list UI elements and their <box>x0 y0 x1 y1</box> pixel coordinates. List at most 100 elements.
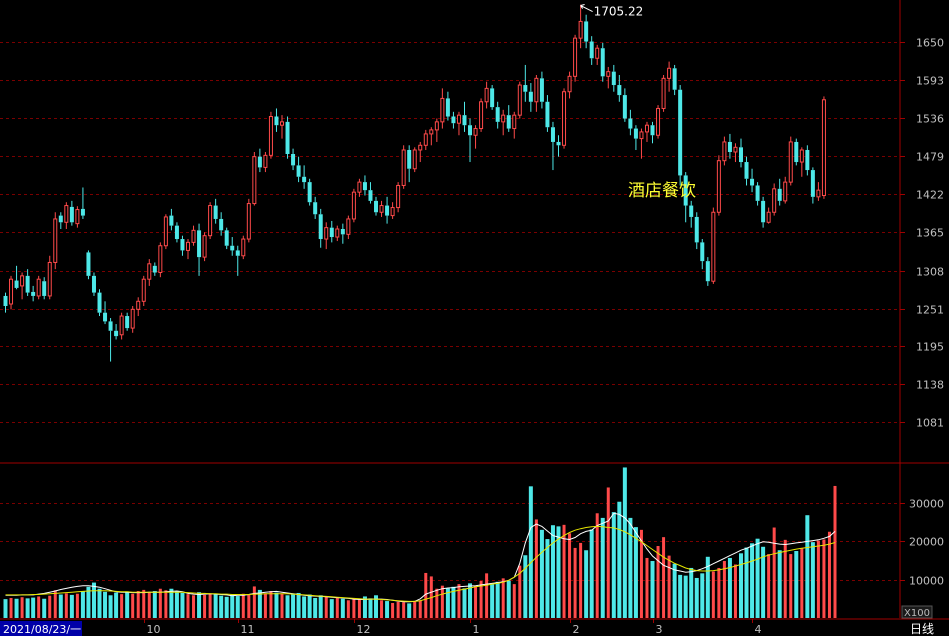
price-tick-label: 1308 <box>916 266 944 279</box>
candle <box>174 222 179 243</box>
volume-bar-down <box>69 594 74 618</box>
candle <box>799 147 804 177</box>
candle-body-down <box>25 275 30 293</box>
candle-body-down <box>462 115 467 126</box>
candle-body-down <box>3 295 8 306</box>
candle <box>644 121 649 142</box>
candle <box>755 182 760 206</box>
price-tick-label: 1650 <box>916 37 944 50</box>
volume-bar-up <box>346 600 350 618</box>
volume-bar-up <box>667 555 671 618</box>
price-tick-label: 1536 <box>916 113 944 126</box>
candle <box>451 111 456 129</box>
candle <box>257 148 262 173</box>
volume-bar-down <box>761 546 766 618</box>
candle-body-down <box>528 91 533 102</box>
candle-body-down <box>755 185 760 201</box>
candle-body-up <box>639 131 644 140</box>
candle-body-up <box>268 116 273 156</box>
candle-body-down <box>523 85 528 92</box>
candle <box>539 71 544 109</box>
candle-body-up <box>324 227 329 240</box>
volume-bar-up <box>474 586 478 618</box>
candle <box>64 202 69 229</box>
volume-bar-up <box>606 487 610 618</box>
volume-bar-down <box>805 515 810 618</box>
volume-bar-up <box>733 564 737 618</box>
volume-bar-up <box>120 594 124 618</box>
candle <box>324 222 329 250</box>
candle-body-down <box>678 89 683 176</box>
candle-body-up <box>357 181 362 193</box>
volume-bar-down <box>374 595 379 618</box>
volume-bar-up <box>380 600 384 618</box>
volume-bar-up <box>75 593 79 618</box>
volume-bar-down <box>42 598 47 618</box>
candle <box>119 312 124 340</box>
volume-bar-down <box>600 517 605 618</box>
date-label: 2021/08/23/一 <box>3 623 81 636</box>
volume-bar-down <box>313 597 318 618</box>
candle-body-down <box>777 188 782 201</box>
period-label[interactable]: 日线 <box>910 622 934 636</box>
candle-body-up <box>208 205 213 237</box>
candle-body-up <box>501 114 506 123</box>
volume-bar-up <box>662 537 666 618</box>
candle <box>473 125 478 149</box>
candle <box>495 101 500 129</box>
candle-body-up <box>280 121 284 126</box>
candle <box>412 147 417 173</box>
volume-bar-down <box>407 603 412 618</box>
volume-bar-down <box>224 596 229 618</box>
candle-body-up <box>512 114 517 130</box>
volume-bar-down <box>3 599 8 618</box>
candle <box>252 151 257 206</box>
candle-body-down <box>152 265 157 273</box>
candle <box>147 259 152 286</box>
candle <box>738 138 743 168</box>
volume-bar-down <box>302 596 307 618</box>
candle-body-down <box>705 261 710 282</box>
candle-body-up <box>473 128 478 136</box>
volume-bar-down <box>617 501 622 618</box>
chart-title: 酒店餐饮 <box>628 181 696 201</box>
candle-body-down <box>58 215 63 223</box>
candle <box>761 196 766 228</box>
candle <box>661 74 666 112</box>
candle-body-down <box>224 230 229 246</box>
candle <box>407 145 412 183</box>
volume-bar-up <box>158 588 162 618</box>
volume-bar-up <box>772 527 776 618</box>
volume-bar-down <box>506 580 511 618</box>
candle <box>716 155 721 216</box>
volume-bar-up <box>479 581 483 618</box>
candle <box>163 214 168 250</box>
candle <box>130 305 135 333</box>
volume-bar-down <box>523 555 528 618</box>
volume-bar-up <box>717 567 721 618</box>
candle-body-down <box>468 125 473 136</box>
volume-bar-down <box>451 586 456 618</box>
volume-bar-up <box>192 595 196 618</box>
candle <box>639 128 644 159</box>
candle-body-down <box>169 215 174 226</box>
volume-bar-down <box>622 467 627 618</box>
candle-body-up <box>711 211 716 282</box>
volume-bar-down <box>58 594 63 618</box>
time-tick-label: 1 <box>473 623 480 636</box>
candle-body-down <box>257 156 262 168</box>
candle <box>772 183 777 216</box>
candle-body-down <box>291 154 296 166</box>
candle-body-down <box>103 312 108 322</box>
candle <box>268 111 273 159</box>
candle-body-down <box>230 245 235 251</box>
candle <box>241 235 246 260</box>
candle <box>777 178 782 206</box>
volume-bar-up <box>247 594 251 618</box>
candle <box>611 64 616 92</box>
volume-bar-down <box>108 595 113 618</box>
candle-body-up <box>573 37 578 77</box>
candle <box>69 200 74 226</box>
volume-bar-up <box>203 594 207 618</box>
price-gridlines <box>0 42 900 423</box>
